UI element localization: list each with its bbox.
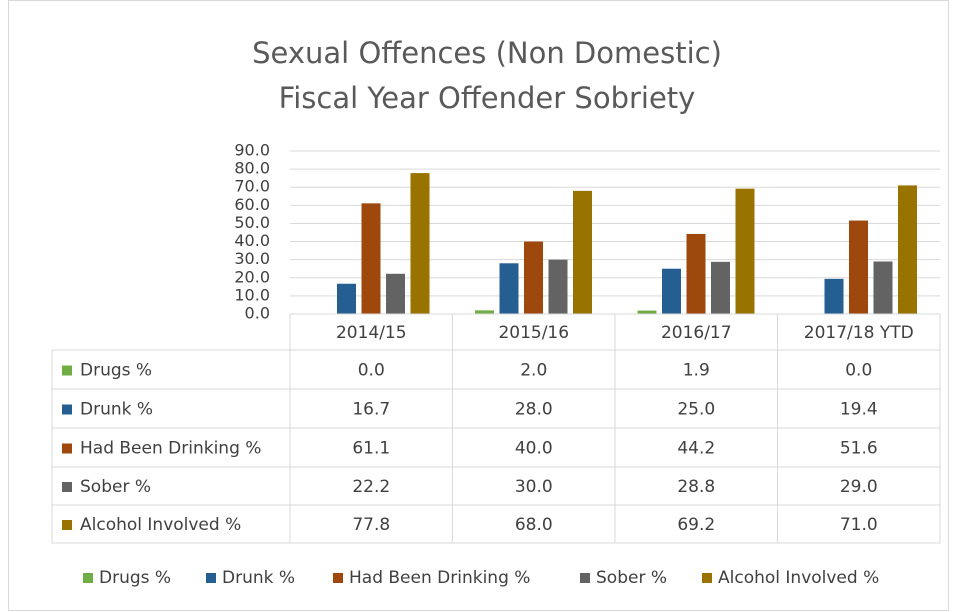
row-header: Alcohol Involved % — [80, 515, 241, 535]
chart-title: Sexual Offences (Non Domestic) — [252, 36, 722, 70]
x-tick-label: 2016/17 — [661, 323, 732, 343]
row-key — [62, 443, 72, 454]
table-cell: 69.2 — [677, 515, 715, 535]
y-tick-label: 80.0 — [234, 159, 270, 178]
y-tick-label: 60.0 — [234, 195, 270, 214]
table-cell: 40.0 — [515, 439, 553, 459]
legend-label: Had Been Drinking % — [349, 568, 530, 588]
bar — [662, 268, 681, 314]
bar — [548, 259, 568, 314]
table-cell: 28.8 — [677, 477, 715, 497]
y-tick-label: 90.0 — [234, 141, 270, 160]
legend-label: Drunk % — [222, 568, 295, 588]
legend-key — [333, 573, 343, 583]
row-header: Drunk % — [80, 400, 153, 420]
y-tick-label: 50.0 — [234, 213, 270, 232]
y-tick-label: 0.0 — [245, 304, 270, 323]
bar — [410, 173, 430, 314]
legend-key — [702, 573, 712, 583]
table-cell: 0.0 — [358, 361, 385, 381]
bar — [524, 241, 543, 314]
table-cell: 19.4 — [840, 400, 878, 420]
bar — [898, 185, 917, 314]
bar — [824, 278, 844, 314]
bar — [573, 190, 592, 314]
bar — [849, 220, 868, 314]
row-header: Had Been Drinking % — [80, 439, 261, 459]
table-cell: 28.0 — [515, 400, 553, 420]
y-tick-label: 20.0 — [234, 267, 270, 286]
table-cell: 30.0 — [515, 477, 553, 497]
x-tick-label: 2015/16 — [498, 323, 569, 343]
bar — [711, 261, 730, 314]
y-tick-label: 10.0 — [234, 285, 270, 304]
table-cell: 77.8 — [352, 515, 390, 535]
bar — [686, 233, 706, 314]
bar — [361, 203, 381, 314]
row-key — [62, 482, 72, 492]
row-key — [62, 520, 72, 530]
legend-key — [83, 573, 93, 583]
y-tick-label: 30.0 — [234, 249, 270, 268]
y-tick-label: 70.0 — [234, 177, 270, 196]
table-cell: 44.2 — [677, 439, 715, 459]
legend-key — [206, 573, 216, 583]
row-key — [62, 365, 72, 376]
table-cell: 61.1 — [352, 439, 390, 459]
chart-frame — [8, 0, 949, 611]
x-tick-label: 2014/15 — [336, 323, 407, 343]
bar — [637, 310, 657, 314]
table-cell: 25.0 — [677, 400, 715, 420]
table-cell: 2.0 — [520, 361, 547, 381]
table-cell: 16.7 — [352, 400, 390, 420]
row-key — [62, 404, 72, 415]
legend-label: Alcohol Involved % — [718, 568, 879, 588]
table-cell: 1.9 — [683, 361, 710, 381]
table-cell: 22.2 — [352, 477, 390, 497]
table-cell: 68.0 — [515, 515, 553, 535]
row-header: Sober % — [80, 477, 151, 497]
legend-label: Sober % — [596, 568, 667, 588]
table-cell: 0.0 — [845, 361, 872, 381]
bar — [386, 273, 405, 314]
y-tick-label: 40.0 — [234, 231, 270, 250]
chart-subtitle: Fiscal Year Offender Sobriety — [279, 81, 696, 115]
table-cell: 71.0 — [840, 515, 878, 535]
x-tick-label: 2017/18 YTD — [804, 323, 914, 343]
bar — [735, 188, 755, 314]
row-header: Drugs % — [80, 361, 152, 381]
legend-label: Drugs % — [99, 568, 171, 588]
table-cell: 29.0 — [840, 477, 878, 497]
legend-key — [580, 573, 590, 583]
table-cell: 51.6 — [840, 439, 878, 459]
bar — [337, 283, 356, 314]
bar — [475, 310, 494, 314]
bar — [499, 263, 519, 314]
bar — [873, 261, 893, 314]
